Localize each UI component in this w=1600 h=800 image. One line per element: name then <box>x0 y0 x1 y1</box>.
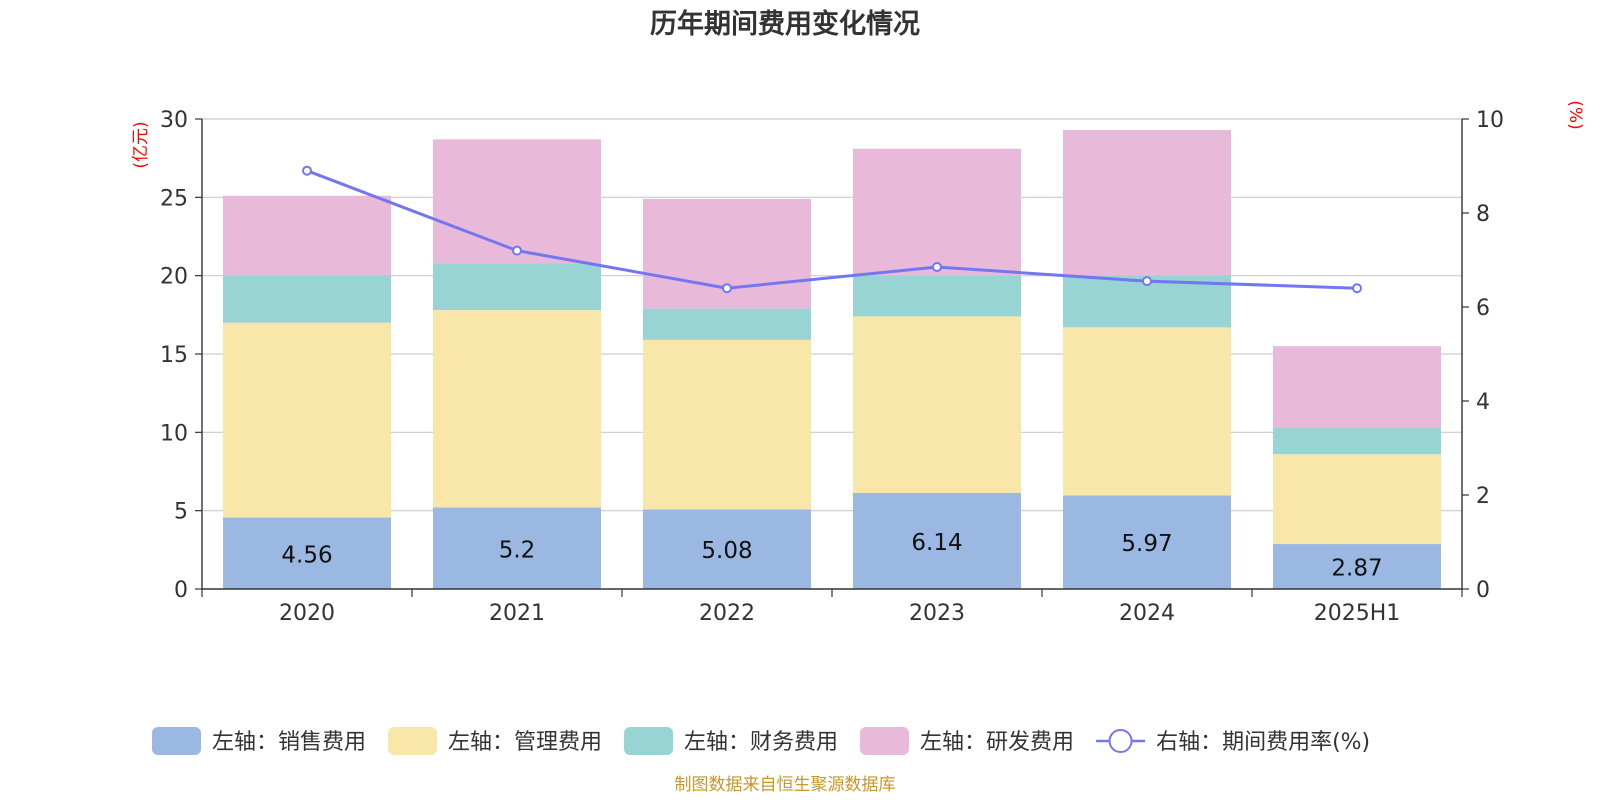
right-tick-label: 2 <box>1476 484 1490 509</box>
bar-2-2025H1 <box>1273 454 1441 545</box>
rate-point-2021 <box>512 245 522 256</box>
bar-1-2023 <box>853 492 1021 589</box>
bar-4-2021 <box>433 139 601 264</box>
bar-3-2020 <box>223 275 391 323</box>
rate-point-2020 <box>302 165 312 176</box>
left-tick-label: 20 <box>160 265 188 290</box>
left-tick-label: 5 <box>174 500 188 525</box>
bar-2-2022 <box>643 339 811 510</box>
right-tick-label: 4 <box>1476 390 1490 415</box>
bar-1-2021 <box>433 507 601 589</box>
bar-value-label: 5.08 <box>701 538 752 564</box>
bar-3-2022 <box>643 308 811 340</box>
bar-1-2020 <box>223 517 391 589</box>
right-axis-unit: (%) <box>1565 100 1585 129</box>
legend-label-1: 左轴：销售费用 <box>212 730 366 755</box>
bar-value-label: 6.14 <box>911 530 962 556</box>
left-tick-label: 30 <box>160 108 188 133</box>
bar-3-2023 <box>853 275 1021 317</box>
bar-2-2024 <box>1063 327 1231 496</box>
bar-value-label: 2.87 <box>1331 556 1382 582</box>
x-tick-label: 2022 <box>699 601 755 626</box>
x-tick-label: 2023 <box>909 601 965 626</box>
bar-1-2022 <box>643 509 811 589</box>
bar-3-2025H1 <box>1273 427 1441 455</box>
legend-swatch-2 <box>388 727 438 755</box>
left-tick-label: 0 <box>174 578 188 603</box>
rate-line-group <box>302 165 1362 294</box>
legend-label-2: 左轴：管理费用 <box>448 730 602 755</box>
rate-point-2023 <box>932 262 942 273</box>
left-axis-unit: (亿元) <box>131 121 151 168</box>
legend-label-5: 右轴：期间费用率(%) <box>1156 730 1370 755</box>
chart-title: 历年期间费用变化情况 <box>650 8 920 40</box>
grid-lines <box>202 118 1462 512</box>
axes: 0 5 10 15 20 25 30 0 2 4 6 8 10 2020 2021 2022 2023 2024 2… <box>160 108 1504 626</box>
left-tick-label: 10 <box>160 421 188 446</box>
bar-4-2024 <box>1063 129 1231 276</box>
bar-3-2021 <box>433 263 601 311</box>
bar-1-2025H1 <box>1273 544 1441 589</box>
rate-point-2024 <box>1142 276 1152 287</box>
legend-label-4: 左轴：研发费用 <box>920 730 1074 755</box>
bar-value-label: 4.56 <box>281 542 332 568</box>
x-tick-label: 2020 <box>279 601 335 626</box>
bar-4-2020 <box>223 195 391 276</box>
x-tick-label: 2024 <box>1119 601 1175 626</box>
bar-value-label: 5.2 <box>499 537 536 563</box>
left-tick-label: 25 <box>160 186 188 211</box>
legend-label-3: 左轴：财务费用 <box>684 730 838 755</box>
data-labels: 4.56 5.2 5.08 6.14 5.97 2.87 <box>281 530 1382 582</box>
bar-2-2021 <box>433 310 601 508</box>
left-tick-label: 15 <box>160 343 188 368</box>
bar-value-label: 5.97 <box>1121 531 1172 557</box>
right-tick-label: 10 <box>1476 108 1504 133</box>
right-tick-label: 8 <box>1476 202 1490 227</box>
bar-1-2024 <box>1063 495 1231 589</box>
legend-swatch-1 <box>152 727 201 755</box>
x-tick-label: 2021 <box>489 601 545 626</box>
rate-point-2025H1 <box>1352 283 1362 294</box>
source-note: 制图数据来自恒生聚源数据库 <box>675 775 896 795</box>
legend: 左轴：销售费用 左轴：管理费用 左轴：财务费用 左轴：研发费用 右轴：期间费用率(%) <box>152 727 1370 755</box>
bar-4-2023 <box>853 148 1021 276</box>
rate-point-2022 <box>722 283 732 294</box>
right-tick-label: 6 <box>1476 296 1490 321</box>
bar-4-2025H1 <box>1273 346 1441 428</box>
rate-line <box>306 169 1358 290</box>
bar-group <box>223 129 1441 589</box>
legend-marker-swatch <box>1108 729 1133 753</box>
bar-2-2020 <box>223 322 391 518</box>
x-tick-label: 2025H1 <box>1314 601 1401 626</box>
right-tick-label: 0 <box>1476 578 1490 603</box>
legend-swatch-4 <box>860 727 910 755</box>
bar-2-2023 <box>853 316 1021 493</box>
legend-swatch-3 <box>624 727 674 755</box>
